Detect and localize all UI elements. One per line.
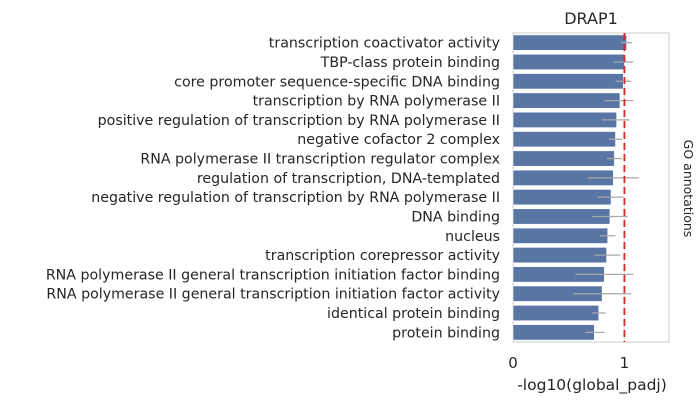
bar xyxy=(512,227,609,244)
category-label: regulation of transcription, DNA-templat… xyxy=(197,171,500,187)
category-label: negative regulation of transcription by … xyxy=(91,190,500,206)
bar xyxy=(512,73,624,90)
category-label: transcription corepressor activity xyxy=(265,248,500,264)
bar xyxy=(512,34,627,51)
category-label: protein binding xyxy=(392,325,500,341)
bar xyxy=(512,189,612,206)
category-label: TBP-class protein binding xyxy=(320,55,500,71)
bar xyxy=(512,324,595,341)
chart-title: DRAP1 xyxy=(564,9,618,28)
category-label: RNA polymerase II transcription regulato… xyxy=(140,152,500,168)
category-label: RNA polymerase II general transcription … xyxy=(46,267,500,283)
category-label: RNA polymerase II general transcription … xyxy=(46,287,500,303)
category-label: identical protein binding xyxy=(327,306,500,322)
x-tick-label: 0 xyxy=(508,354,518,372)
bar xyxy=(512,247,607,264)
bar xyxy=(512,111,617,128)
category-label: transcription by RNA polymerase II xyxy=(253,94,500,110)
category-label: negative cofactor 2 complex xyxy=(297,132,500,148)
bar xyxy=(512,53,625,70)
bar xyxy=(512,92,621,109)
bar xyxy=(512,131,616,148)
category-label: nucleus xyxy=(445,229,500,245)
category-label: positive regulation of transcription by … xyxy=(98,113,500,129)
error-bars xyxy=(573,42,639,333)
category-labels: transcription coactivator activity TBP-cl… xyxy=(46,36,500,342)
bar xyxy=(512,305,600,322)
category-label: transcription coactivator activity xyxy=(269,36,500,52)
bar xyxy=(512,150,615,167)
x-axis-title: -log10(global_padj) xyxy=(517,376,667,395)
category-label: core promoter sequence-specific DNA bind… xyxy=(174,74,500,90)
bars xyxy=(512,34,627,341)
x-tick-label: 1 xyxy=(620,354,630,372)
category-label: DNA binding xyxy=(411,209,500,225)
side-axis-label: GO annotations xyxy=(681,140,696,238)
